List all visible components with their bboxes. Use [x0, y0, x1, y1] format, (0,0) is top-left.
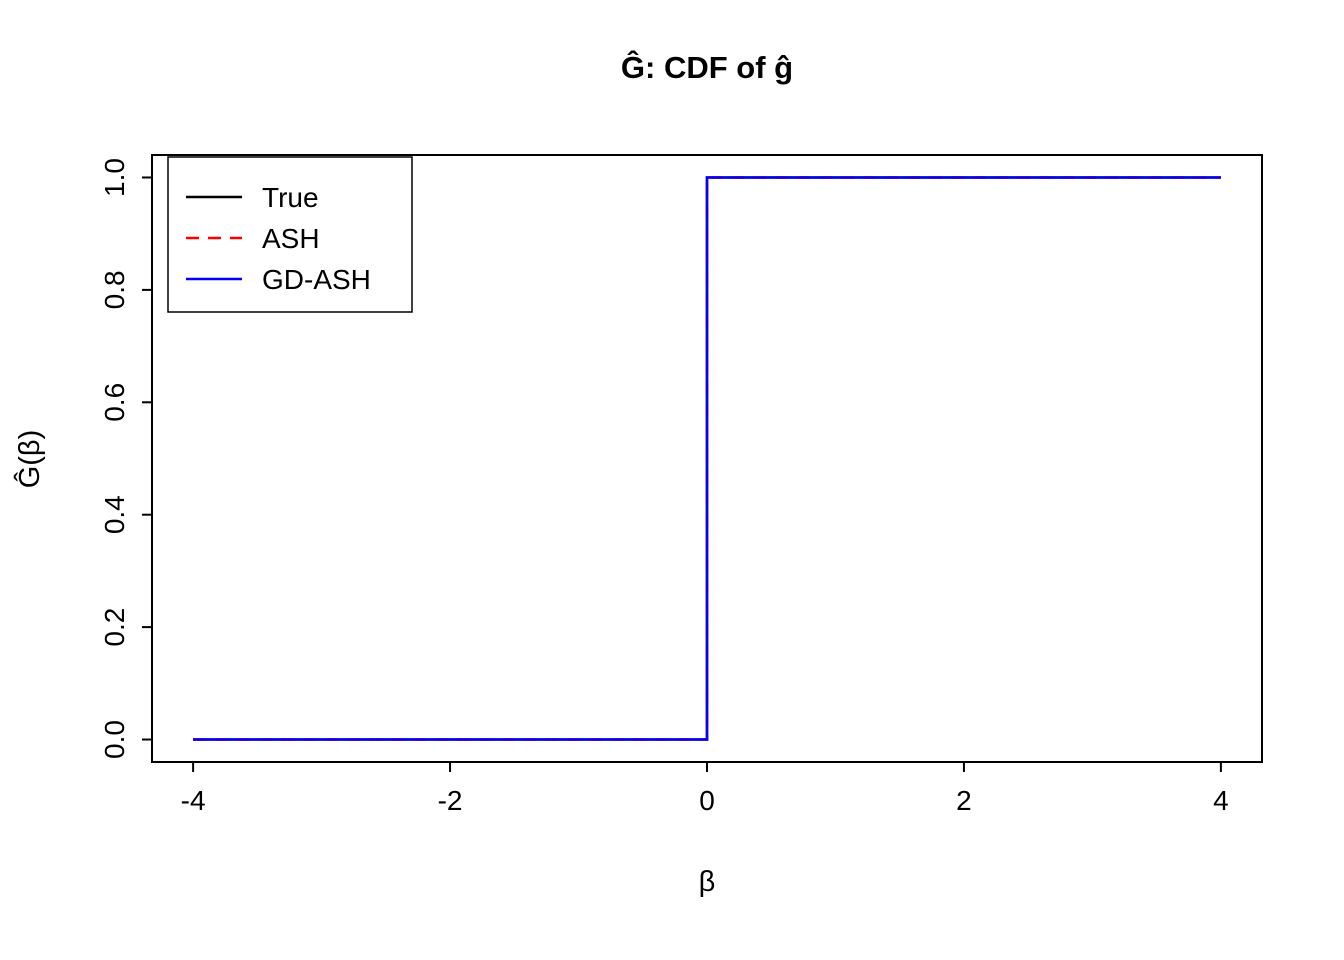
y-axis-label: Ĝ(β) [14, 429, 46, 489]
y-tick-label: 0.0 [99, 720, 130, 759]
chart-title: Ĝ: CDF of ĝ [620, 50, 794, 85]
legend-label: GD-ASH [262, 264, 371, 295]
x-tick-label: 2 [956, 785, 972, 816]
x-tick-label: 0 [699, 785, 715, 816]
y-tick-label: 0.8 [99, 270, 130, 309]
legend-label: True [262, 182, 319, 213]
legend-box [167, 156, 413, 313]
y-tick-label: 0.2 [99, 608, 130, 647]
legend-label: ASH [262, 223, 320, 254]
x-tick-label: -2 [438, 785, 463, 816]
x-tick-label: -4 [181, 785, 206, 816]
series-line-gd-ash [193, 176, 1221, 741]
x-axis-label: β [698, 866, 716, 898]
y-tick-label: 0.4 [99, 495, 130, 534]
y-tick-label: 1.0 [99, 158, 130, 197]
plot-box [151, 154, 1263, 763]
y-tick-label: 0.6 [99, 383, 130, 422]
x-tick-label: 4 [1213, 785, 1229, 816]
